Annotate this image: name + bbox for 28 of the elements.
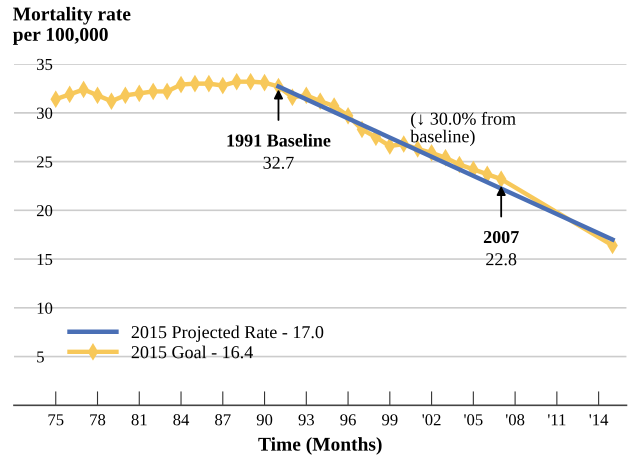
x-tick-label: '08 — [506, 414, 524, 426]
x-tick-label: 78 — [90, 414, 106, 426]
y-tick-label: 30 — [37, 108, 52, 119]
x-tick-label: 84 — [173, 414, 190, 426]
x-tick-label: 93 — [298, 414, 314, 426]
chart-title: Mortality rate per 100,000 — [12, 6, 130, 45]
y-tick-label: 25 — [36, 156, 52, 168]
y-tick-label: 35 — [37, 58, 52, 70]
annotation: 2007 22.8 — [484, 230, 519, 266]
legend-label: 2015 Goal - 16.4 — [132, 346, 253, 358]
x-tick-label: '14 — [589, 414, 608, 426]
x-tick-label: 75 — [48, 414, 64, 426]
x-tick-label: 90 — [256, 414, 272, 426]
y-tick-label: 20 — [36, 205, 52, 216]
annotation: 1991 Baseline 32.7 — [228, 134, 330, 169]
annotation: (↓ 30.0% from baseline) — [410, 112, 516, 146]
y-tick-label: 10 — [38, 302, 52, 314]
x-tick-label: 87 — [215, 414, 231, 426]
x-tick-label: 99 — [382, 414, 398, 426]
x-tick-label: '11 — [548, 414, 566, 426]
legend-label: 2015 Projected Rate - 17.0 — [132, 326, 324, 342]
x-tick-label: 81 — [132, 414, 147, 426]
x-tick-label: '02 — [422, 414, 440, 426]
x-tick-label: '05 — [464, 414, 483, 426]
y-tick-label: 5 — [37, 351, 44, 363]
y-tick-label: 15 — [38, 254, 52, 266]
x-tick-label: 96 — [340, 414, 356, 426]
x-axis-title: Time (Months) — [258, 437, 382, 455]
